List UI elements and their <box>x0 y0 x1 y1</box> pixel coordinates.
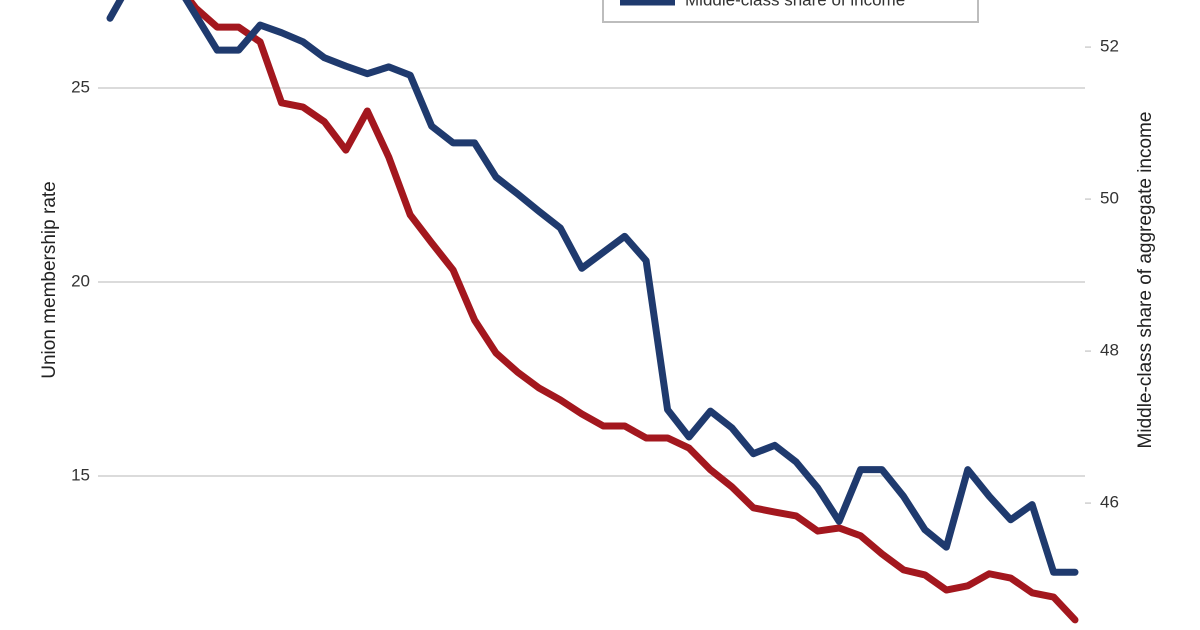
y-tick-label: 15 <box>71 465 90 484</box>
y2-tick-label: 50 <box>1100 189 1119 208</box>
legend: Middle-class share of income <box>602 0 979 23</box>
y2-tick-label: 46 <box>1100 493 1119 512</box>
grid: 15 20 25 46 48 50 52 <box>71 37 1119 512</box>
y2-tick-label: 48 <box>1100 341 1119 360</box>
series-line <box>106 0 1079 576</box>
y-tick-label: 25 <box>71 78 90 97</box>
y-tick-label: 20 <box>71 272 90 291</box>
legend-label: Middle-class share of income <box>685 0 905 9</box>
y-axis-title: Union membership rate <box>39 181 60 378</box>
y2-tick-label: 52 <box>1100 37 1119 56</box>
y2-axis-title: Middle-class share of aggregate income <box>1135 112 1156 449</box>
legend-box <box>602 0 979 23</box>
lines <box>106 0 1079 624</box>
series-line <box>185 0 1079 624</box>
